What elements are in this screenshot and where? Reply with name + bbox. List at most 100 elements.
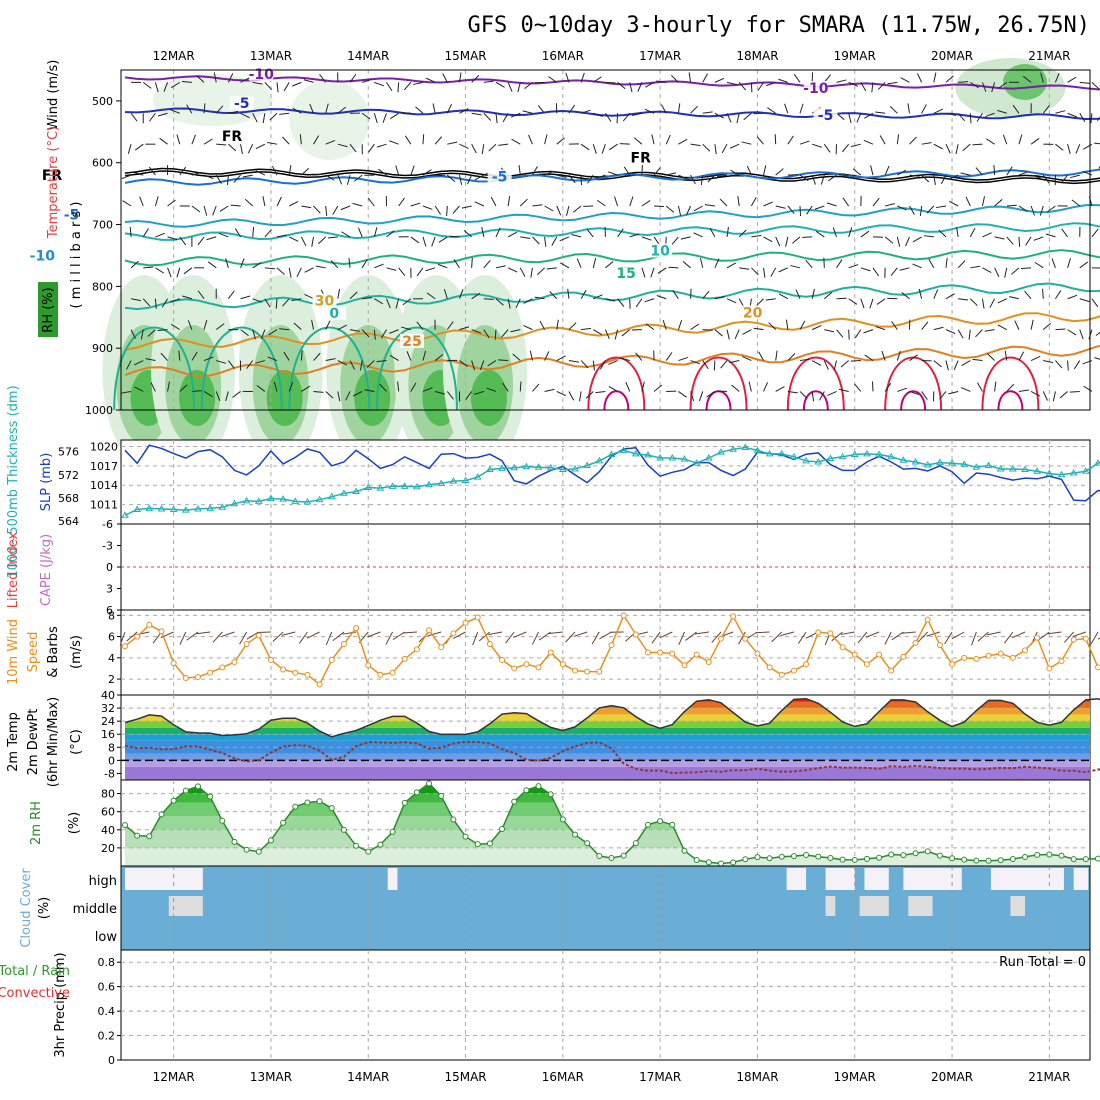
rh-contour bbox=[113, 326, 196, 411]
contour-label: -5 bbox=[64, 208, 80, 224]
wind-barb bbox=[1018, 389, 1029, 392]
wind-speed-point bbox=[292, 669, 299, 676]
wind-barb bbox=[142, 81, 152, 89]
wind-barb bbox=[560, 262, 570, 269]
wind-barb bbox=[595, 390, 606, 394]
date-label-bottom: 16MAR bbox=[542, 1070, 584, 1084]
wind-barb bbox=[605, 112, 612, 122]
thickness-point bbox=[254, 497, 263, 504]
wind-barb bbox=[881, 350, 886, 361]
thickness-point bbox=[1021, 465, 1029, 473]
wind-barb bbox=[218, 232, 229, 238]
cloud-clear-middle bbox=[908, 896, 933, 916]
rh-point bbox=[1095, 855, 1100, 862]
rh-point bbox=[365, 848, 372, 855]
wind-barb bbox=[186, 104, 193, 114]
rh-legend-swatch bbox=[38, 282, 58, 337]
wind-barb bbox=[337, 360, 348, 366]
cloud-clear-middle bbox=[168, 896, 203, 916]
wind-barb bbox=[787, 390, 798, 394]
wind-barb bbox=[337, 324, 347, 331]
wind-barb bbox=[827, 390, 837, 396]
wind-barb bbox=[975, 167, 983, 176]
date-label-bottom: 13MAR bbox=[250, 1070, 292, 1084]
wind-speed-point bbox=[790, 667, 797, 674]
warm-contour bbox=[689, 356, 748, 411]
wind-barb bbox=[896, 350, 901, 361]
thickness-point bbox=[1033, 467, 1042, 474]
wind-barb bbox=[1083, 385, 1093, 392]
wind-barb bbox=[121, 174, 132, 180]
li-tick-label: -3 bbox=[102, 540, 113, 553]
wind-barb bbox=[997, 109, 1007, 114]
wind-barb bbox=[452, 205, 460, 214]
wind-barb bbox=[768, 322, 777, 330]
wind-barb bbox=[987, 353, 995, 361]
wind-barb bbox=[778, 78, 789, 83]
wind-barb bbox=[170, 81, 180, 89]
rh-point bbox=[292, 803, 299, 810]
wind-barb bbox=[240, 112, 250, 119]
wind-barb bbox=[1045, 233, 1056, 238]
wind-barb bbox=[348, 257, 351, 268]
cloud-clear-high bbox=[1073, 868, 1089, 890]
wind-barb bbox=[815, 230, 825, 238]
wind-barb bbox=[191, 171, 202, 176]
wind-barb bbox=[1030, 355, 1041, 361]
wind-barb bbox=[604, 329, 610, 340]
wind-barb bbox=[945, 143, 951, 154]
wind-barb bbox=[183, 267, 193, 275]
wind-speed-point bbox=[1070, 636, 1077, 643]
surface-wind-barb bbox=[651, 631, 661, 644]
rh-point bbox=[632, 840, 639, 847]
rh-point bbox=[693, 857, 700, 864]
warm-contour bbox=[981, 356, 1040, 411]
contour-label: -5 bbox=[818, 108, 834, 124]
wind-barb bbox=[617, 298, 625, 307]
wind-barb bbox=[1004, 267, 1008, 278]
wind-barb bbox=[413, 81, 424, 85]
contour-label: 10 bbox=[650, 244, 670, 260]
wind-barb bbox=[660, 104, 667, 114]
wind-barb bbox=[148, 166, 156, 176]
wind-barb bbox=[792, 236, 801, 244]
wind-barb bbox=[378, 168, 387, 176]
wind-barb bbox=[1034, 261, 1044, 269]
thickness-point bbox=[595, 456, 604, 464]
wind-barb bbox=[406, 351, 412, 361]
wind-barb bbox=[374, 298, 384, 305]
rh-point bbox=[559, 816, 566, 823]
wind-barb bbox=[301, 385, 311, 392]
wind-speed-point bbox=[377, 671, 384, 678]
wind-barb bbox=[232, 391, 241, 398]
surface-wind-barb bbox=[831, 631, 843, 642]
temp-band bbox=[125, 714, 1090, 722]
wind-barb bbox=[300, 236, 307, 247]
rh-point bbox=[231, 838, 238, 845]
wind-barb bbox=[729, 360, 740, 364]
wind-barb bbox=[863, 329, 874, 334]
contour-label: 15 bbox=[616, 266, 635, 282]
wind-barb bbox=[811, 391, 815, 402]
wind-barb bbox=[197, 290, 205, 300]
wind-barb bbox=[717, 174, 728, 177]
contour-label-bg bbox=[648, 243, 673, 258]
wind-barb bbox=[483, 259, 491, 269]
temp-band bbox=[125, 740, 1090, 754]
wind-speed-point bbox=[389, 669, 396, 676]
ylabel-rh-unit: (%) bbox=[67, 812, 82, 835]
surface-wind-barb bbox=[472, 631, 479, 646]
wind-barb bbox=[446, 205, 448, 217]
surface-wind-barb bbox=[452, 631, 466, 640]
contour-label-bg bbox=[40, 168, 65, 183]
wind-barb bbox=[1006, 204, 1017, 207]
wind-barb bbox=[191, 205, 201, 213]
wind-barb bbox=[581, 327, 592, 331]
wind-barb bbox=[921, 142, 932, 145]
surface-wind-barb bbox=[427, 631, 442, 637]
wind-barb bbox=[422, 387, 433, 392]
wind-speed-point bbox=[596, 668, 603, 675]
wind-barb bbox=[532, 166, 538, 176]
wind-barb bbox=[364, 389, 375, 392]
wind-barb bbox=[203, 356, 214, 362]
